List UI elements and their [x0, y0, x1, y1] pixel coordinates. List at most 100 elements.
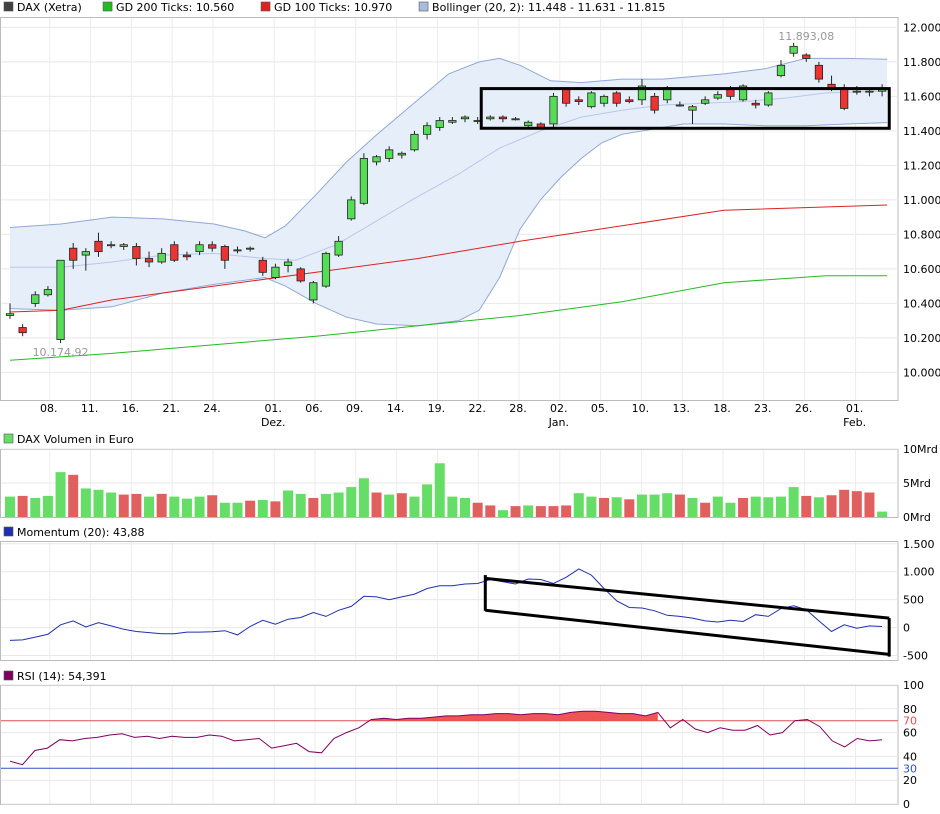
candle-body-44 — [562, 89, 571, 104]
candle-12 — [157, 248, 166, 264]
candle-body-20 — [258, 259, 267, 273]
volume-bar-63 — [801, 495, 812, 517]
candle-body-60 — [764, 92, 773, 106]
price-x-tick-6: 06. — [305, 402, 323, 415]
volume-bar-22 — [283, 490, 294, 517]
rsi-frame — [0, 685, 899, 805]
candle-27 — [347, 196, 356, 221]
candle-17 — [220, 244, 229, 269]
candle-body-15 — [195, 244, 204, 253]
price-x-tick-3: 21. — [162, 402, 180, 415]
volume-bar-11 — [144, 496, 155, 517]
candle-18 — [233, 246, 242, 254]
candle-21 — [271, 263, 280, 280]
price-y-tick-2: 10.400 — [903, 297, 940, 310]
volume-bar-32 — [409, 496, 420, 517]
candle-body-6 — [81, 251, 90, 256]
candle-35 — [448, 117, 457, 124]
price-x-tick-0: 08. — [40, 402, 58, 415]
candle-14 — [182, 251, 192, 261]
rsi-y-tick-2: 40 — [903, 750, 917, 763]
candle-9 — [119, 243, 128, 250]
candle-body-11 — [144, 258, 154, 263]
volume-y-tick-0: 0Mrd — [903, 511, 931, 524]
candle-body-56 — [713, 94, 722, 99]
rsi-y-tick-5: 100 — [903, 679, 924, 692]
volume-legend: DAX Volumen in Euro — [3, 433, 134, 446]
momentum-y-tick-4: 1.500 — [903, 538, 935, 551]
volume-bar-20 — [257, 500, 268, 517]
candle-0 — [5, 303, 15, 319]
candle-body-10 — [132, 246, 141, 259]
candle-body-12 — [157, 252, 166, 263]
price-legend-label-0: DAX (Xetra) — [17, 1, 82, 14]
candle-6 — [81, 248, 90, 271]
volume-bar-58 — [738, 497, 749, 517]
rsi-y-tick-0: 0 — [903, 798, 910, 811]
candle-3 — [43, 286, 53, 297]
candle-11 — [144, 251, 154, 268]
volume-bar-57 — [725, 502, 736, 517]
volume-legend-swatch-0 — [3, 433, 14, 444]
candle-body-64 — [814, 64, 824, 80]
candle-body-8 — [107, 244, 116, 247]
price-x-month-12: Jan. — [548, 416, 569, 429]
rsi-y-tick-3: 60 — [903, 727, 917, 740]
volume-bar-31 — [396, 493, 407, 517]
volume-bar-44 — [561, 505, 572, 517]
candle-body-5 — [69, 247, 78, 261]
candle-body-3 — [43, 289, 53, 296]
candle-15 — [195, 241, 204, 256]
candle-49 — [625, 96, 634, 104]
volume-bar-19 — [245, 500, 256, 517]
price-y-tick-5: 11.000 — [903, 194, 940, 207]
price-y-tick-1: 10.200 — [903, 332, 940, 345]
price-legend-label-2: GD 100 Ticks: 10.970 — [274, 1, 392, 14]
candle-63 — [802, 53, 811, 62]
volume-bar-3 — [42, 495, 53, 517]
momentum-frame — [0, 541, 899, 661]
candle-28 — [359, 153, 368, 206]
volume-bar-37 — [472, 502, 483, 517]
price-annotation-0: 11.893,08 — [778, 30, 834, 43]
candle-body-46 — [587, 92, 596, 108]
volume-bar-10 — [131, 493, 142, 517]
volume-bar-67 — [851, 491, 862, 517]
volume-bar-59 — [750, 496, 761, 517]
price-x-tick-14: 10. — [632, 402, 650, 415]
candle-10 — [132, 243, 141, 266]
volume-bar-49 — [624, 499, 635, 517]
candle-body-14 — [182, 254, 192, 258]
candle-body-25 — [321, 252, 331, 287]
rsi-legend-swatch-0 — [3, 670, 14, 681]
price-x-tick-11: 28. — [509, 402, 527, 415]
candle-body-48 — [612, 92, 621, 104]
candle-32 — [410, 130, 419, 152]
candle-body-38 — [486, 116, 495, 120]
bollinger-lower-line — [9, 122, 888, 327]
candle-40 — [511, 117, 520, 121]
volume-bar-28 — [358, 478, 369, 517]
bollinger-band-fill — [10, 58, 888, 326]
candle-62 — [789, 42, 798, 57]
rsi-y-tick-1: 20 — [903, 774, 917, 787]
volume-bar-24 — [308, 497, 319, 517]
price-legend-swatch-1 — [102, 1, 113, 12]
candle-1 — [18, 324, 27, 337]
price-x-tick-8: 14. — [387, 402, 405, 415]
candle-30 — [385, 146, 394, 162]
volume-bar-14 — [181, 498, 192, 517]
candle-body-30 — [385, 149, 394, 159]
volume-bar-61 — [775, 496, 786, 517]
price-x-tick-18: 26. — [795, 402, 813, 415]
candle-50 — [637, 79, 647, 105]
candle-41 — [524, 120, 533, 128]
candle-16 — [208, 241, 217, 252]
momentum-legend-label-0: Momentum (20): 43,88 — [17, 526, 144, 539]
candle-body-43 — [549, 95, 558, 125]
price-panel: 10.00010.20010.40010.60010.80011.00011.2… — [0, 17, 940, 429]
candle-25 — [321, 251, 331, 288]
candle-46 — [587, 91, 596, 109]
price-x-tick-17: 23. — [754, 402, 772, 415]
